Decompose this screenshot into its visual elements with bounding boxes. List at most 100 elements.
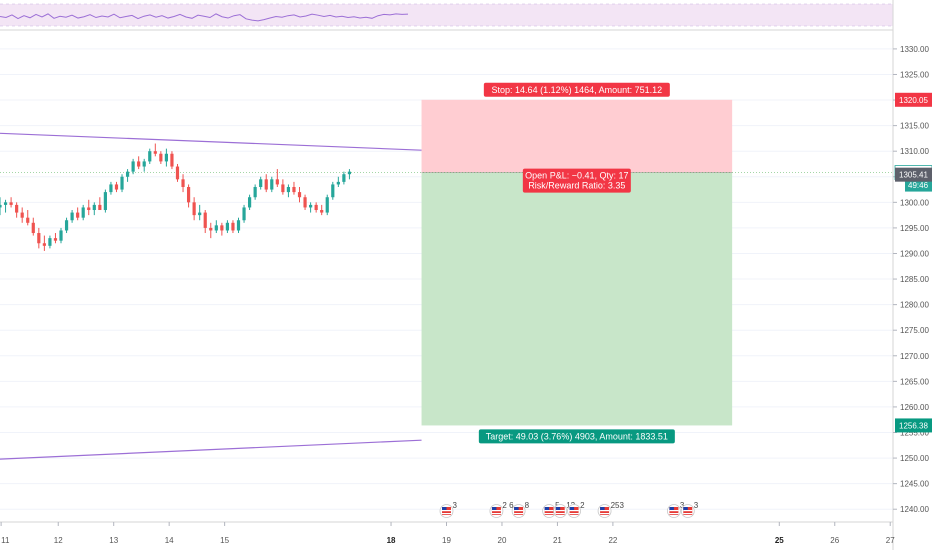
candle-body: [0, 204, 2, 208]
candle: [264, 174, 268, 193]
candle: [142, 158, 146, 172]
position-labels[interactable]: Stop: 14.64 (1.12%) 1464, Amount: 751.12…: [478, 82, 675, 444]
flag-icon-stripe: [669, 510, 679, 512]
indicator-pane: [0, 3, 893, 27]
economic-event-badge[interactable]: 8: [511, 501, 530, 518]
flag-icon-stripe: [555, 513, 565, 515]
time-tick-label: 22: [608, 536, 617, 545]
candle: [181, 174, 185, 193]
candle-body: [309, 204, 313, 208]
price-tick-label: 1250.00: [900, 454, 929, 463]
channel-lines: [0, 132, 422, 460]
candle-body: [109, 184, 113, 193]
flag-icon-stripe: [544, 513, 554, 515]
candle: [137, 156, 141, 170]
candle-body: [242, 207, 246, 221]
candle: [247, 194, 252, 211]
candle: [9, 197, 13, 208]
candle-body: [225, 222, 230, 231]
candle-body: [37, 233, 41, 244]
target-label-bg: [478, 429, 675, 444]
economic-event-badge[interactable]: 3: [680, 501, 699, 518]
price-tick-label: 1300.00: [900, 198, 929, 207]
candle: [236, 217, 241, 234]
candle-body: [320, 210, 324, 213]
flag-icon-canton: [442, 507, 447, 511]
candle-body: [286, 186, 291, 193]
candle: [114, 181, 119, 193]
candle-body: [20, 212, 24, 218]
candle: [48, 235, 52, 249]
countdown-text: 49:46: [908, 181, 929, 190]
candle: [148, 148, 152, 164]
time-tick-label: 26: [830, 536, 839, 545]
time-tick-label: 21: [553, 536, 562, 545]
indicator-line: [0, 13, 409, 22]
candle-body: [125, 171, 130, 177]
price-tick-label: 1295.00: [900, 224, 929, 233]
candle-body: [192, 202, 196, 216]
economic-event-badge[interactable]: 2: [567, 501, 586, 518]
candle-body: [220, 225, 224, 231]
candle: [109, 181, 113, 195]
candles: [0, 143, 352, 251]
flag-icon-stripe: [683, 510, 693, 512]
candle-body: [336, 181, 340, 185]
candle-body: [253, 186, 257, 198]
price-tick-label: 1315.00: [900, 122, 929, 131]
candle: [26, 210, 30, 226]
long-position-tool[interactable]: [421, 99, 733, 426]
candle-body: [198, 212, 202, 216]
target-zone[interactable]: [421, 172, 733, 426]
candle-body: [142, 161, 146, 167]
candle: [253, 184, 257, 200]
candle-body: [347, 171, 352, 175]
candle-body: [331, 184, 335, 198]
candle-body: [59, 230, 63, 241]
candle: [53, 233, 58, 244]
candle: [3, 199, 8, 213]
economic-event-badge[interactable]: 3: [667, 501, 685, 518]
time-axis[interactable]: 11 12 13 14 15 18 19 20 21 22 25 26 27: [0, 522, 895, 545]
candle: [186, 184, 191, 208]
flag-icon-stripe: [569, 510, 579, 512]
candle-body: [87, 207, 91, 211]
candle: [331, 181, 335, 200]
candle: [292, 181, 296, 195]
event-badges[interactable]: 32 68512225333: [439, 501, 699, 518]
candle-body: [270, 179, 274, 190]
price-tick-label: 1285.00: [900, 275, 929, 284]
price-tick-label: 1240.00: [900, 505, 929, 514]
candle-body: [70, 212, 74, 221]
candle: [209, 222, 213, 239]
stop-label-bg: [483, 82, 670, 97]
economic-event-badge[interactable]: 253: [597, 501, 624, 518]
flag-icon-stripe: [491, 513, 501, 515]
candle-body: [325, 197, 329, 213]
price-tick-label: 1310.00: [900, 147, 929, 156]
economic-event-badge[interactable]: 2 6: [489, 501, 514, 518]
time-tick-label: 11: [1, 536, 10, 545]
candle: [81, 204, 85, 221]
candle-body: [264, 179, 268, 190]
candle: [92, 202, 96, 216]
economic-event-badge[interactable]: 3: [439, 501, 458, 518]
candle-body: [64, 220, 69, 231]
price-tick-label: 1270.00: [900, 352, 929, 361]
price-axis[interactable]: 1240.00 1245.00 1250.00 1255.00 1260.00 1265.…: [893, 45, 929, 514]
candle: [153, 143, 157, 157]
flag-icon-canton: [555, 507, 561, 511]
target-label[interactable]: Target: 49.03 (3.76%) 4903, Amount: 1833…: [478, 429, 675, 444]
price-tick-label: 1275.00: [900, 326, 929, 335]
price-tick-label: 1260.00: [900, 403, 929, 412]
price-tick-label: 1265.00: [900, 377, 929, 386]
event-count: 3: [453, 501, 458, 510]
stop-zone[interactable]: [421, 99, 733, 173]
candle-body: [159, 153, 163, 162]
flag-icon-canton: [514, 507, 519, 511]
stop-label[interactable]: Stop: 14.64 (1.12%) 1464, Amount: 751.12: [483, 82, 670, 97]
price-tag-text: 1305.41: [899, 171, 928, 180]
candle: [309, 202, 313, 213]
